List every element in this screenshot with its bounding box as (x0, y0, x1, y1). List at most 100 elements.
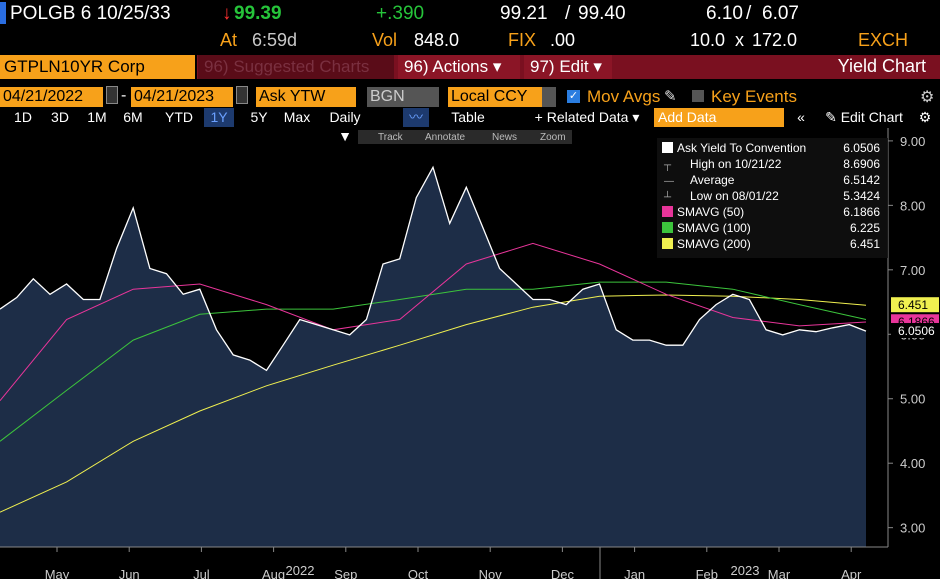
down-arrow: ↓ (222, 3, 232, 24)
legend-value: 6.0506 (843, 141, 880, 155)
related-data[interactable]: + Related Data ▾ (534, 109, 640, 125)
table-button[interactable]: Table (451, 109, 485, 125)
legend-name: High on 10/21/22 (690, 157, 782, 171)
fix: .00 (550, 30, 576, 50)
end-date[interactable]: 04/21/2023 (131, 87, 233, 107)
chart-title: Yield Chart (837, 56, 926, 76)
legend-box (657, 138, 888, 258)
yield-line (0, 165, 867, 372)
x-tick-label: Aug (262, 567, 285, 579)
size-x: x (735, 30, 744, 50)
x-tick-label: Nov (479, 567, 503, 579)
x-tick-label: Sep (334, 567, 357, 579)
y-tick-label: 3.00 (900, 521, 925, 536)
settings-icon[interactable]: ⚙ (918, 109, 932, 125)
pencil-icon: ✎ (825, 109, 841, 125)
period-button[interactable]: 1Y (204, 108, 234, 127)
frequency[interactable]: Daily ▼ (329, 109, 361, 144)
period-button[interactable]: 3D (51, 109, 69, 125)
legend-swatch (662, 222, 673, 233)
edit-chart[interactable]: ✎ Edit Chart (818, 108, 910, 127)
size-bid: 10.0 (690, 30, 726, 50)
separator: / (746, 3, 752, 24)
x-tick-label: Feb (696, 567, 718, 579)
period-button[interactable]: 1D (14, 109, 32, 125)
start-date[interactable]: 04/21/2022 (0, 87, 103, 107)
separator: / (565, 3, 571, 24)
legend-swatch (662, 142, 673, 153)
fix-label: FIX (508, 30, 537, 50)
legend-name: SMAVG (100) (677, 221, 751, 235)
end-tag-label: 6.451 (898, 298, 928, 312)
period-button[interactable]: Max (283, 109, 311, 125)
suggested-charts[interactable]: 96) Suggested Charts (198, 55, 394, 79)
end-tag (891, 323, 939, 339)
end-tag (891, 297, 939, 313)
period-button[interactable]: YTD (165, 109, 193, 125)
menu-label: Edit ▾ (559, 57, 602, 76)
x-tick-label: Jun (119, 567, 140, 579)
calendar-icon[interactable] (236, 86, 248, 104)
legend-swatch (662, 206, 673, 217)
add-data[interactable]: Add Data (654, 108, 784, 127)
moving-average-line (0, 242, 867, 402)
x-tick-label: Jan (624, 567, 645, 579)
x-tick-label: May (45, 567, 70, 579)
time-label: At (220, 30, 238, 50)
menu-number: 97) (530, 57, 555, 76)
checkbox[interactable] (692, 90, 704, 102)
bid: 99.21 (500, 3, 548, 24)
menu-number: 96) (404, 57, 429, 76)
menu-label: Actions ▾ (432, 57, 502, 76)
chart-type-icon[interactable]: 〰 (403, 108, 429, 127)
field-select[interactable]: Ask YTW (256, 87, 356, 107)
end-tag-label: 6.0506 (898, 324, 935, 338)
actions-button[interactable]: 96) Actions ▾ (398, 55, 520, 79)
legend-icon: — (664, 176, 674, 187)
y-tick-label: 9.00 (900, 134, 925, 149)
chart: TrackAnnotateNewsZoom3.004.005.006.007.0… (0, 128, 939, 579)
legend-value: 8.6906 (843, 157, 880, 171)
settings-icon[interactable]: ⚙ (920, 89, 935, 106)
vol-label: Vol (372, 30, 398, 50)
dropdown-arrow[interactable] (542, 87, 556, 107)
y-tick-label: 8.00 (900, 198, 925, 213)
edit-button[interactable]: 97) Edit ▾ (524, 55, 612, 79)
exchange: EXCH (858, 30, 909, 50)
period-button[interactable]: 6M (123, 109, 143, 125)
price: 99.39 (234, 3, 282, 24)
date-dash: - (121, 87, 127, 104)
size-ask: 172.0 (752, 30, 798, 50)
legend-value: 6.5142 (843, 173, 880, 187)
legend-name: Average (690, 173, 735, 187)
moving-average-line (0, 281, 867, 442)
checkbox-checked[interactable]: ✓ (567, 90, 580, 103)
currency-select[interactable]: Local CCY (448, 87, 542, 107)
calendar-icon[interactable] (106, 86, 118, 104)
pencil-icon[interactable]: ✎ (664, 88, 677, 105)
legend-name: Ask Yield To Convention (677, 141, 806, 155)
x-tick-label: Mar (768, 567, 791, 579)
x-tick-label: Jul (193, 567, 210, 579)
legend-icon: ┴ (663, 190, 672, 203)
y-tick-label: 7.00 (900, 263, 925, 278)
menu-number: 96) (204, 57, 229, 76)
vol: 848.0 (414, 30, 460, 50)
x-tick-label: Apr (841, 567, 862, 579)
period-button[interactable]: 1M (87, 109, 107, 125)
collapse-icon[interactable]: « (797, 109, 805, 125)
legend: Ask Yield To Convention 6.0506 ┬ High on 10… (657, 138, 888, 258)
legend-name: SMAVG (200) (677, 237, 751, 251)
tool-button: Track (378, 132, 404, 143)
ask: 99.40 (578, 3, 626, 24)
period-button[interactable]: 5Y (250, 109, 268, 125)
tool-button: Zoom (540, 132, 566, 143)
source-select[interactable]: BGN (367, 87, 439, 107)
security-box[interactable]: GTPLN10YR Corp (0, 55, 195, 79)
mov-avgs: Mov Avgs (587, 87, 661, 106)
ticker-marker (0, 2, 6, 24)
legend-value: 6.451 (850, 237, 880, 251)
y-tick-label: 4.00 (900, 456, 925, 471)
legend-value: 6.225 (850, 221, 880, 235)
